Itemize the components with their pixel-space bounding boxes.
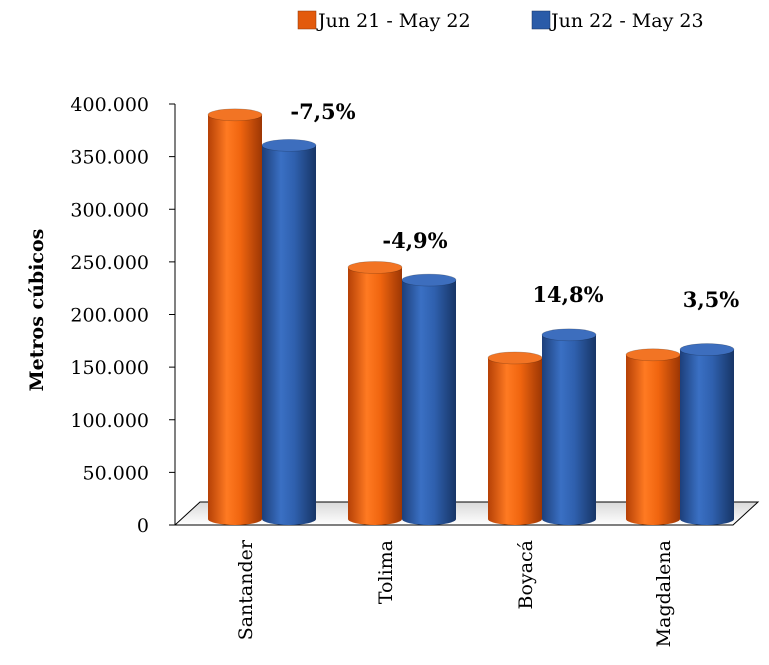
y-tick-label: 200.000 bbox=[70, 305, 149, 327]
y-tick-label: 350.000 bbox=[70, 147, 149, 169]
y-tick-label: 50.000 bbox=[83, 462, 149, 484]
x-category-label: Santander bbox=[235, 539, 257, 640]
y-axis-title: Metros cúbicos bbox=[26, 229, 48, 392]
change-percent-label: 3,5% bbox=[683, 287, 740, 312]
bar-jun22-may23 bbox=[679, 343, 735, 525]
y-tick-label: 400.000 bbox=[70, 94, 149, 116]
y-tick-label: 250.000 bbox=[70, 252, 149, 274]
bar-jun21-may22 bbox=[347, 261, 403, 525]
category-labels: Santander Tolima Boyacá Magdalena bbox=[235, 539, 675, 647]
bar-jun22-may23 bbox=[541, 328, 597, 525]
y-tick-label: 150.000 bbox=[70, 357, 149, 379]
change-annotations: -7,5% -4,9% 14,8% 3,5% bbox=[290, 99, 739, 312]
legend-label-series-2: Jun 22 - May 23 bbox=[549, 10, 704, 32]
change-percent-label: -7,5% bbox=[290, 99, 355, 124]
bar-jun21-may22 bbox=[625, 348, 681, 525]
x-category-label: Magdalena bbox=[653, 540, 675, 647]
y-tick-label: 300.000 bbox=[70, 199, 149, 221]
bar-jun22-may23 bbox=[401, 273, 457, 525]
bar-jun21-may22 bbox=[487, 351, 543, 525]
legend-swatch-series-2 bbox=[531, 10, 551, 30]
bar-jun21-may22 bbox=[207, 108, 263, 525]
x-category-label: Boyacá bbox=[515, 540, 537, 609]
legend-swatch-series-1 bbox=[297, 10, 317, 30]
bar-jun22-may23 bbox=[261, 139, 317, 526]
y-tick-label: 0 bbox=[137, 515, 149, 537]
legend-label-series-1: Jun 21 - May 22 bbox=[316, 10, 471, 32]
chart-floor bbox=[173, 501, 760, 526]
change-percent-label: -4,9% bbox=[382, 228, 447, 253]
legend: Jun 21 - May 22 Jun 22 - May 23 bbox=[297, 10, 704, 32]
y-axis-ticks: 0 50.000 100.000 150.000 200.000 250.000 300.0… bbox=[70, 94, 175, 537]
y-tick-label: 100.000 bbox=[70, 410, 149, 432]
change-percent-label: 14,8% bbox=[532, 282, 603, 307]
bars bbox=[207, 108, 735, 526]
x-category-label: Tolima bbox=[375, 540, 397, 604]
